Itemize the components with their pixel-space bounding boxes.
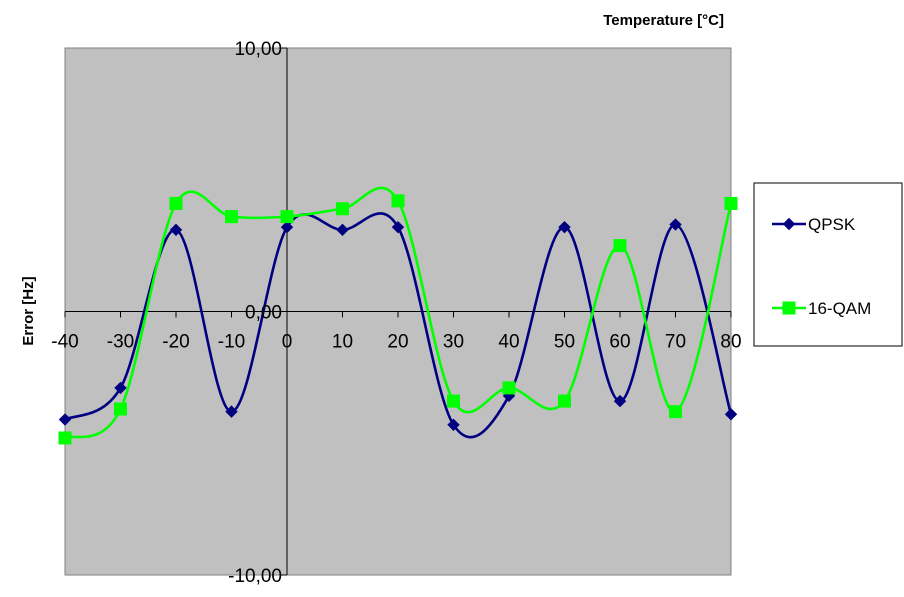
data-point-16-qam <box>280 210 294 224</box>
legend-label-qpsk: QPSK <box>808 215 856 234</box>
x-axis-label: Temperature [°C] <box>603 12 724 29</box>
y-tick-label: 10,00 <box>234 39 282 60</box>
legend-box <box>753 182 903 347</box>
data-point-16-qam <box>724 196 738 210</box>
x-tick-label: 40 <box>498 332 519 353</box>
tick-labels: -40 -30 -20 -10 0 10 20 30 40 50 60 70 80 -10,00 0,00 1… <box>51 39 741 587</box>
data-point-16-qam <box>447 394 460 408</box>
x-tick-label: -10 <box>218 332 245 353</box>
x-tick-label: 60 <box>609 332 630 353</box>
legend: QPSK 16-QAM <box>753 182 903 347</box>
series-layer <box>58 186 738 445</box>
legend-items: QPSK 16-QAM <box>772 215 871 318</box>
legend-item-16-qam: 16-QAM <box>772 299 871 318</box>
x-tick-label: 10 <box>332 332 353 353</box>
axes <box>64 47 732 576</box>
legend-marker-qpsk <box>782 217 796 231</box>
data-point-16-qam <box>336 202 349 216</box>
series-qpsk <box>58 212 738 439</box>
data-point-qpsk <box>114 381 127 395</box>
data-point-16-qam <box>502 381 516 395</box>
data-point-qpsk <box>391 220 405 234</box>
legend-marker-16-qam <box>782 301 796 315</box>
x-tick-label: 30 <box>443 332 464 353</box>
x-tick-label: 0 <box>282 332 293 353</box>
data-point-qpsk <box>280 220 294 234</box>
data-point-16-qam <box>669 405 682 419</box>
x-tick-label: 70 <box>665 332 686 353</box>
series-16-qam <box>58 186 738 445</box>
data-point-qpsk <box>558 220 571 234</box>
y-tick-label: 0,00 <box>245 303 282 324</box>
data-point-16-qam <box>58 431 72 445</box>
x-tick-label: 20 <box>387 332 408 353</box>
data-point-qpsk <box>669 218 682 231</box>
legend-label-16-qam: 16-QAM <box>808 299 871 318</box>
x-tick-label: -20 <box>162 332 189 353</box>
x-tick-label: 50 <box>554 332 575 353</box>
data-point-16-qam <box>391 194 405 208</box>
data-point-16-qam <box>613 239 627 253</box>
data-point-qpsk <box>58 413 72 426</box>
x-tick-label: 80 <box>720 332 741 353</box>
data-point-qpsk <box>613 394 627 408</box>
y-tick-label: -10,00 <box>228 566 282 587</box>
data-point-16-qam <box>114 402 127 416</box>
data-point-qpsk <box>225 405 238 418</box>
x-tick-label: -30 <box>107 332 134 353</box>
x-tick-label: -40 <box>51 332 78 353</box>
y-axis-label: Error [Hz] <box>20 276 37 345</box>
legend-item-qpsk: QPSK <box>772 215 856 234</box>
data-point-qpsk <box>724 408 738 421</box>
data-point-qpsk <box>169 223 183 237</box>
series-line-qpsk <box>64 212 733 439</box>
data-point-qpsk <box>336 223 349 237</box>
data-point-qpsk <box>447 418 460 432</box>
data-point-16-qam <box>225 210 238 224</box>
data-point-16-qam <box>169 196 183 210</box>
data-point-16-qam <box>558 394 571 408</box>
